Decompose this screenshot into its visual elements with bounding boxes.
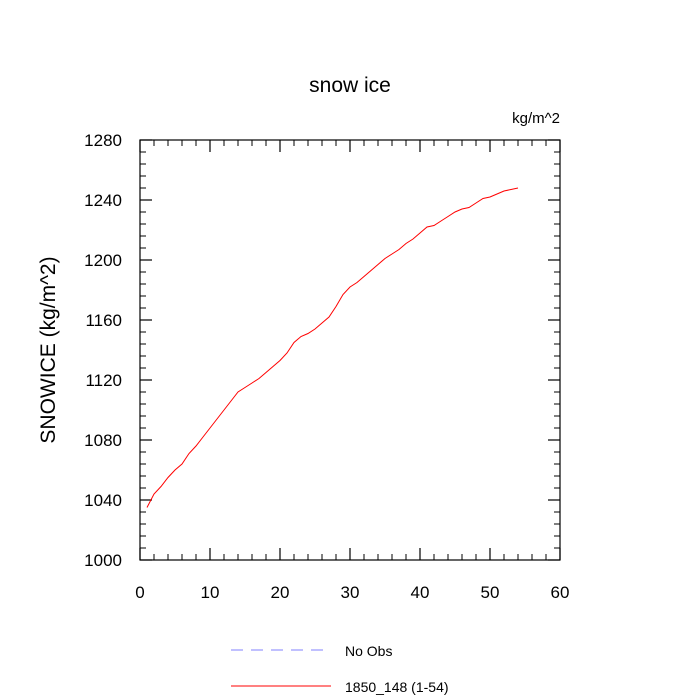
x-tick-label: 10 <box>201 583 220 602</box>
y-tick-label: 1160 <box>85 311 122 330</box>
y-tick-label: 1000 <box>84 551 122 570</box>
x-tick-label: 30 <box>341 583 360 602</box>
legend: No Obs 1850_148 (1-54) <box>231 643 449 695</box>
legend-label-0: No Obs <box>345 643 392 659</box>
x-tick-label: 50 <box>481 583 500 602</box>
y-tick-label: 1040 <box>84 491 122 510</box>
x-tick-label: 0 <box>135 583 144 602</box>
y-axis-label: SNOWICE (kg/m^2) <box>37 256 60 443</box>
y-tick-label: 1280 <box>84 131 122 150</box>
x-tick-label: 40 <box>411 583 430 602</box>
plot-frame <box>139 139 561 561</box>
y-tick-label: 1200 <box>84 251 122 270</box>
tick-labels: 0 10 20 30 40 50 60 1000 1040 1080 1120 1160 1200 124… <box>84 131 569 602</box>
legend-label-1: 1850_148 (1-54) <box>345 679 449 695</box>
y-tick-label: 1120 <box>85 371 122 390</box>
x-tick-label: 60 <box>551 583 570 602</box>
axis-ticks <box>139 139 561 561</box>
chart-title: snow ice <box>309 74 391 97</box>
series-layer <box>146 187 519 508</box>
y-tick-label: 1240 <box>84 191 122 210</box>
series-line-1 <box>146 187 519 508</box>
x-tick-label: 20 <box>271 583 290 602</box>
units-label: kg/m^2 <box>512 110 560 127</box>
y-tick-label: 1080 <box>84 431 122 450</box>
